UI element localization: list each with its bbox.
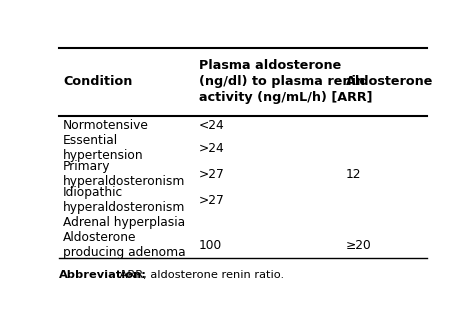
Text: >27: >27 [199, 194, 225, 207]
Text: Aldosterone
producing adenoma: Aldosterone producing adenoma [63, 231, 185, 259]
Text: 12: 12 [346, 168, 361, 181]
Text: Essential
hypertension: Essential hypertension [63, 134, 144, 162]
Text: Adrenal hyperplasia: Adrenal hyperplasia [63, 216, 185, 229]
Text: >24: >24 [199, 141, 225, 154]
Text: Primary
hyperaldosteronism: Primary hyperaldosteronism [63, 160, 185, 188]
Text: ARR, aldosterone renin ratio.: ARR, aldosterone renin ratio. [116, 270, 284, 280]
Text: <24: <24 [199, 119, 225, 132]
Text: Plasma aldosterone
(ng/dl) to plasma renin
activity (ng/mL/h) [ARR]: Plasma aldosterone (ng/dl) to plasma ren… [199, 60, 373, 105]
Text: >27: >27 [199, 168, 225, 181]
Text: Aldosterone: Aldosterone [346, 75, 433, 88]
Text: ≥20: ≥20 [346, 239, 372, 252]
Text: Idiopathic
hyperaldosteronism: Idiopathic hyperaldosteronism [63, 186, 185, 214]
Text: Condition: Condition [63, 75, 132, 88]
Text: 100: 100 [199, 239, 222, 252]
Text: Normotensive: Normotensive [63, 119, 149, 132]
Text: Abbreviation:: Abbreviation: [59, 270, 147, 280]
